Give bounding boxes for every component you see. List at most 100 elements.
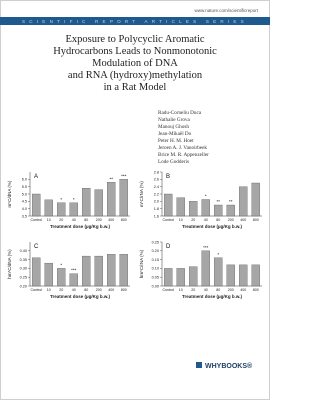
x-tick-label: 200 — [96, 218, 102, 222]
x-tick-label: 200 — [228, 218, 234, 222]
bar — [214, 204, 223, 217]
x-tick-label: 40 — [72, 288, 76, 292]
y-tick-label: 0.15 — [152, 258, 159, 262]
x-axis-label: Treatment dose (µg/Kg b.w.) — [50, 294, 110, 299]
publisher: WHYBOOKS® — [205, 362, 253, 370]
x-tick-label: 200 — [228, 288, 234, 292]
y-tick-label: 1.6 — [154, 214, 159, 218]
y-tick-label: 0.25 — [20, 276, 27, 280]
x-tick-label: 800 — [121, 218, 127, 222]
bar — [69, 202, 78, 217]
y-tick-label: 4.5 — [22, 200, 27, 204]
significance: *** — [71, 268, 77, 273]
bar — [214, 257, 223, 287]
x-tick-label: 20 — [191, 288, 195, 292]
x-tick-label: 40 — [204, 218, 208, 222]
author: Radu-Corneliu Duca — [158, 110, 202, 116]
y-tick-label: 0.20 — [152, 249, 159, 253]
x-tick-label: 10 — [179, 218, 183, 222]
significance: * — [73, 197, 75, 202]
x-tick-label: Control — [30, 288, 42, 292]
y-axis-label: m⁵C/dNA (%) — [7, 180, 12, 207]
significance: *** — [121, 173, 127, 178]
significance: * — [205, 194, 207, 199]
x-tick-label: 200 — [96, 288, 102, 292]
y-tick-label: 4.0 — [22, 207, 27, 211]
x-tick-label: 10 — [47, 218, 51, 222]
author: Jeroen A. J. Vanoirbeek — [158, 145, 207, 151]
title-line: Hydrocarbons Leads to Nonmonotonic — [53, 46, 217, 57]
x-tick-label: 800 — [253, 288, 259, 292]
x-tick-label: 800 — [253, 218, 259, 222]
bar — [82, 255, 91, 287]
bar — [44, 199, 53, 217]
bar — [94, 189, 103, 217]
significance: * — [217, 252, 219, 257]
x-tick-label: 400 — [240, 288, 246, 292]
x-tick-label: Control — [30, 218, 42, 222]
author: Peter H. M. Hoet — [158, 138, 194, 144]
bar — [239, 186, 248, 217]
significance: * — [60, 262, 62, 267]
x-tick-label: 400 — [108, 218, 114, 222]
chart: m⁵C/dNA (%) 3.5 4.0 4.5 5.0 5.5 6.0 A Control 10 2… — [7, 172, 130, 229]
y-tick-label: 1.8 — [154, 207, 159, 211]
x-tick-label: 80 — [84, 218, 88, 222]
bar — [57, 268, 66, 287]
bar — [201, 199, 210, 217]
y-axis-label: hm⁵C/rNA (%) — [139, 249, 144, 278]
y-tick-label: 0.35 — [20, 258, 27, 262]
x-tick-label: 80 — [216, 218, 220, 222]
x-tick-label: 20 — [59, 288, 63, 292]
x-tick-label: 400 — [108, 288, 114, 292]
y-tick-label: 2.4 — [154, 185, 159, 189]
bar — [107, 182, 116, 217]
panel-label: A — [34, 174, 38, 180]
x-tick-label: 800 — [121, 288, 127, 292]
bar — [226, 204, 235, 217]
x-tick-label: 80 — [216, 288, 220, 292]
x-tick-label: 40 — [204, 288, 208, 292]
bar — [44, 262, 53, 287]
y-tick-label: 2.0 — [154, 200, 159, 204]
bar — [94, 255, 103, 287]
panel-label: B — [166, 174, 170, 180]
title: Exposure to Polycyclic AromaticHydrocarb… — [53, 34, 217, 93]
bar — [69, 273, 78, 287]
y-tick-label: 0.25 — [152, 240, 159, 244]
bar — [239, 264, 248, 287]
chart: m⁵C/rNA (%) 1.6 1.8 2.0 2.2 2.4 2.6 2.8 B Control… — [139, 170, 262, 229]
author: Lode Godderis — [158, 159, 189, 165]
y-tick-label: 5.5 — [22, 185, 27, 189]
y-axis-label: m⁵C/rNA (%) — [139, 181, 144, 207]
y-tick-label: 2.2 — [154, 192, 159, 196]
series-band-text: SCIENTIFIC REPORT ARTICLES SERIES — [22, 19, 248, 24]
charts: m⁵C/dNA (%) 3.5 4.0 4.5 5.0 5.5 6.0 A Control 10 2… — [7, 170, 262, 299]
x-axis-label: Treatment dose (µg/Kg b.w.) — [182, 224, 242, 229]
y-tick-label: 0.40 — [20, 249, 27, 253]
bar — [32, 193, 41, 217]
x-tick-label: 20 — [59, 218, 63, 222]
x-axis-label: Treatment dose (µg/Kg b.w.) — [182, 294, 242, 299]
url: www.nature.com/scientificreport — [194, 8, 258, 13]
significance: * — [60, 197, 62, 202]
bar — [251, 182, 260, 217]
bar — [176, 197, 185, 217]
y-tick-label: 2.8 — [154, 170, 159, 174]
y-tick-label: 3.5 — [22, 214, 27, 218]
x-tick-label: 80 — [84, 288, 88, 292]
bar — [189, 201, 198, 217]
y-tick-label: 0.30 — [20, 267, 27, 271]
significance: ** — [109, 176, 113, 181]
title-line: Modulation of DNA — [92, 58, 178, 69]
bar — [176, 268, 185, 287]
bar — [164, 193, 173, 217]
bar — [32, 257, 41, 287]
y-tick-label: 6.0 — [22, 178, 27, 182]
x-tick-label: 20 — [191, 218, 195, 222]
chart: hm⁵C/rNA (%) 0.00 0.05 0.10 0.15 0.20 0.25 D Con… — [139, 240, 262, 299]
publisher-logo: WHYBOOKS® — [196, 362, 253, 370]
y-tick-label: 5.0 — [22, 192, 27, 196]
y-tick-label: 2.6 — [154, 178, 159, 182]
